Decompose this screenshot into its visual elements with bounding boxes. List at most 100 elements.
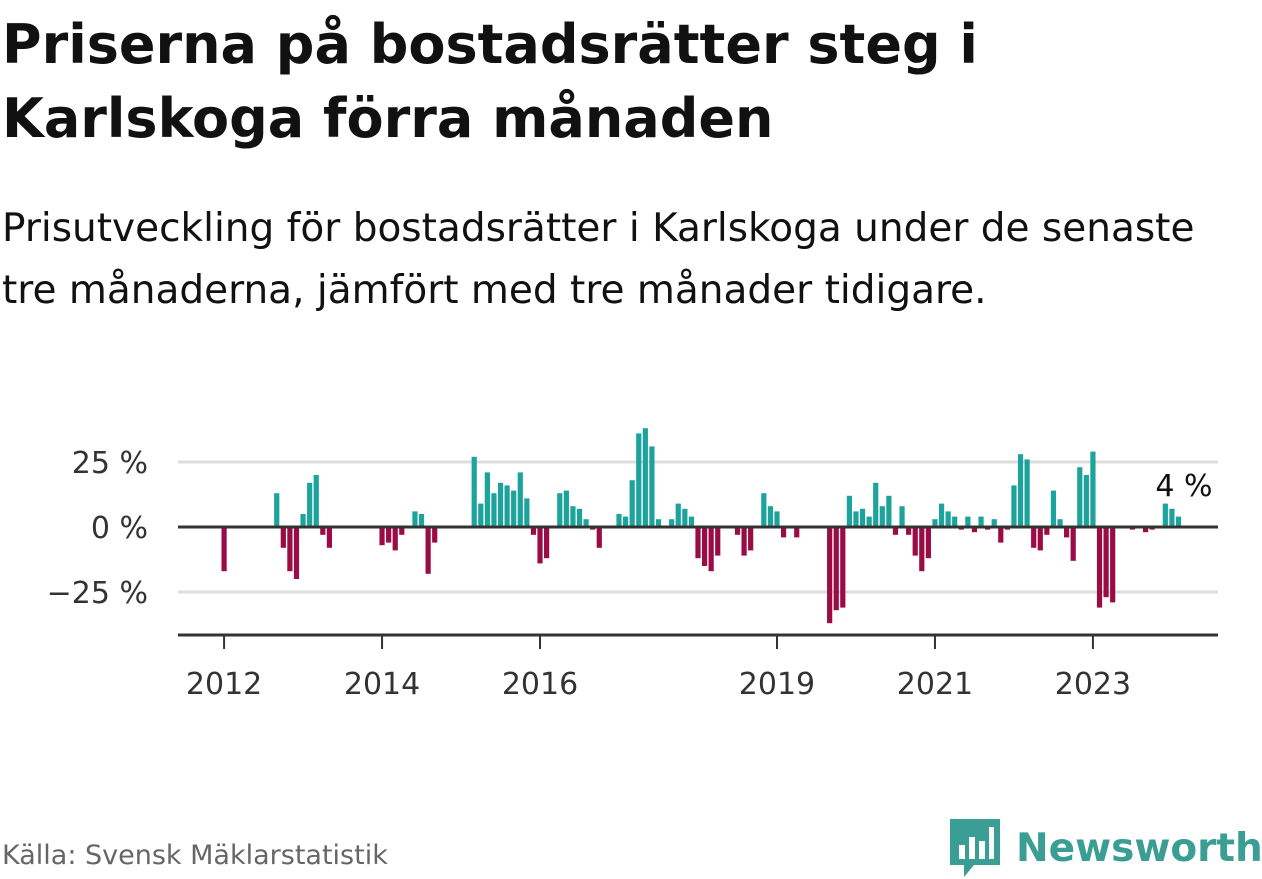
bar bbox=[1096, 527, 1103, 608]
bar bbox=[682, 508, 688, 527]
y-axis-ticks: 25 % 0 % −25 % bbox=[47, 446, 148, 611]
bar bbox=[1142, 527, 1149, 533]
last-value-annotation: 4 % bbox=[1155, 469, 1212, 504]
bar bbox=[287, 527, 293, 572]
x-tick-label: 2019 bbox=[739, 667, 815, 702]
bar bbox=[991, 519, 997, 527]
bar bbox=[932, 519, 938, 527]
bar bbox=[1169, 508, 1175, 527]
x-axis-ticks: 2012 2014 2016 2019 2021 2023 bbox=[186, 635, 1131, 702]
bar bbox=[1017, 454, 1024, 527]
bar bbox=[767, 506, 774, 527]
y-tick-label: 25 % bbox=[72, 446, 148, 481]
brand-name: Newsworthy bbox=[1016, 825, 1262, 871]
bar bbox=[576, 508, 583, 527]
bar bbox=[1090, 451, 1096, 527]
bar bbox=[616, 514, 622, 527]
bar bbox=[827, 527, 833, 624]
bar bbox=[280, 527, 286, 548]
bar bbox=[748, 527, 754, 551]
bar bbox=[412, 511, 418, 527]
bar bbox=[1070, 527, 1076, 561]
bar bbox=[471, 456, 477, 527]
newsworthy-chart-icon bbox=[950, 819, 1000, 877]
bar bbox=[517, 472, 523, 527]
bar bbox=[563, 490, 569, 527]
bar bbox=[919, 527, 925, 572]
bar bbox=[952, 516, 958, 527]
chart-title: Priserna på bostadsrätter steg i Karlsko… bbox=[2, 13, 978, 150]
bar bbox=[655, 519, 662, 527]
bar bbox=[642, 428, 648, 527]
bar bbox=[873, 482, 879, 527]
bar bbox=[1162, 503, 1168, 527]
bar bbox=[840, 527, 846, 608]
bar bbox=[491, 493, 497, 527]
bar bbox=[1103, 527, 1109, 598]
bar bbox=[780, 527, 787, 538]
bar bbox=[326, 527, 332, 548]
bar bbox=[557, 493, 563, 527]
bar bbox=[636, 433, 642, 527]
bar bbox=[701, 527, 708, 566]
bar bbox=[432, 527, 438, 543]
bar bbox=[379, 527, 385, 546]
chart-subtitle: Prisutveckling för bostadsrätter i Karls… bbox=[2, 206, 1195, 313]
bar bbox=[478, 503, 484, 527]
bar bbox=[906, 527, 912, 535]
bar bbox=[629, 480, 635, 527]
bar bbox=[695, 527, 701, 559]
bar bbox=[504, 485, 510, 527]
bar bbox=[1064, 527, 1070, 538]
bar bbox=[688, 516, 695, 527]
bar bbox=[978, 516, 984, 527]
brand-logo: Newsworthy bbox=[950, 818, 1262, 878]
bar bbox=[1037, 527, 1043, 551]
bars bbox=[221, 428, 1182, 624]
bar bbox=[971, 527, 978, 533]
bar bbox=[1057, 519, 1063, 527]
bar bbox=[511, 490, 517, 527]
bar bbox=[570, 506, 576, 527]
bar bbox=[596, 527, 602, 548]
x-tick-label: 2014 bbox=[344, 667, 420, 702]
bar bbox=[669, 519, 675, 527]
bar bbox=[530, 527, 537, 535]
bar bbox=[1077, 467, 1083, 527]
bar bbox=[945, 511, 951, 527]
bar bbox=[497, 482, 504, 527]
bar bbox=[675, 503, 681, 527]
bar bbox=[1050, 490, 1057, 527]
source-note: Källa: Svensk Mäklarstatistik bbox=[2, 840, 388, 871]
bar bbox=[965, 516, 971, 527]
bar bbox=[544, 527, 550, 559]
bar bbox=[912, 527, 918, 556]
bar bbox=[524, 498, 530, 527]
bar bbox=[1044, 527, 1050, 535]
bar bbox=[892, 527, 899, 535]
bar bbox=[859, 508, 866, 527]
bar bbox=[794, 527, 800, 538]
bar bbox=[925, 527, 931, 559]
bar bbox=[313, 475, 319, 527]
bar bbox=[221, 527, 227, 572]
bar bbox=[866, 516, 872, 527]
bar bbox=[708, 527, 714, 572]
bar bbox=[761, 493, 767, 527]
bar bbox=[649, 446, 655, 527]
bar bbox=[886, 495, 892, 527]
bar bbox=[998, 527, 1004, 543]
bar bbox=[484, 472, 490, 527]
gridlines bbox=[178, 460, 1218, 594]
bar bbox=[1024, 459, 1030, 527]
bar bbox=[938, 503, 945, 527]
y-tick-label: −25 % bbox=[47, 576, 148, 611]
bar bbox=[1083, 475, 1089, 527]
bar bbox=[300, 514, 306, 527]
bar bbox=[879, 506, 885, 527]
bar bbox=[583, 519, 589, 527]
x-tick-label: 2023 bbox=[1055, 667, 1131, 702]
bar bbox=[622, 516, 629, 527]
bar bbox=[1110, 527, 1116, 603]
